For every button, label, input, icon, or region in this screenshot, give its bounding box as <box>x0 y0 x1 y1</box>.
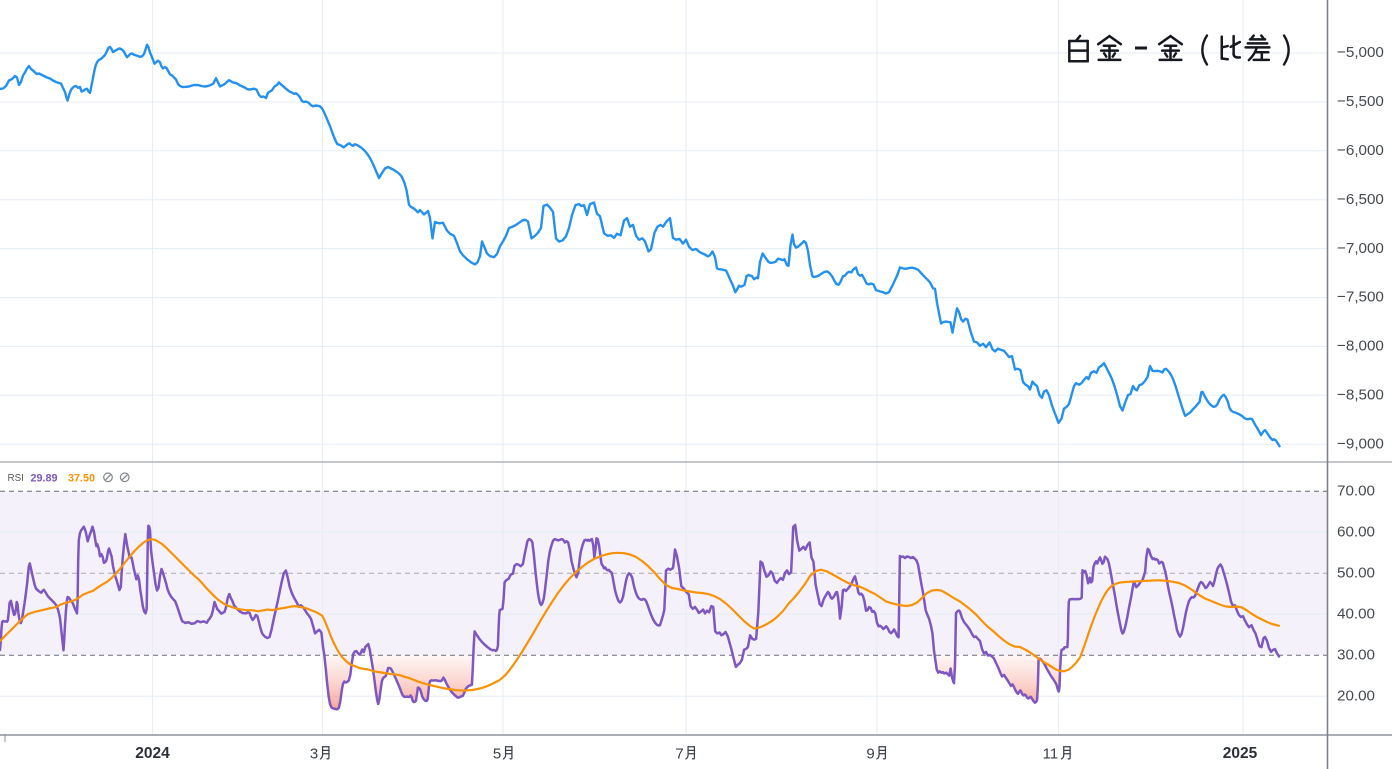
svg-text:11: 11 <box>1043 746 1059 763</box>
svg-text:29.89: 29.89 <box>31 473 58 485</box>
svg-text:−5,500: −5,500 <box>1337 93 1384 110</box>
svg-text:2025: 2025 <box>1223 745 1258 762</box>
svg-text:−7,500: −7,500 <box>1337 289 1384 306</box>
svg-text:3: 3 <box>310 746 318 763</box>
svg-text:RSI: RSI <box>8 473 24 484</box>
svg-text:9: 9 <box>866 746 874 763</box>
svg-text:−6,500: −6,500 <box>1337 191 1384 208</box>
svg-text:5: 5 <box>493 746 501 763</box>
svg-text:−5,000: −5,000 <box>1337 44 1384 61</box>
svg-text:70.00: 70.00 <box>1337 482 1375 499</box>
svg-text:−6,000: −6,000 <box>1337 142 1384 159</box>
svg-text:20.00: 20.00 <box>1337 687 1375 704</box>
svg-text:−9,000: −9,000 <box>1337 435 1384 452</box>
svg-text:60.00: 60.00 <box>1337 523 1375 540</box>
svg-text:37.50: 37.50 <box>68 473 95 485</box>
svg-text:2024: 2024 <box>135 745 170 762</box>
svg-text:50.00: 50.00 <box>1337 564 1375 581</box>
svg-text:40.00: 40.00 <box>1337 605 1375 622</box>
svg-text:−8,000: −8,000 <box>1337 338 1384 355</box>
svg-text:30.00: 30.00 <box>1337 646 1375 663</box>
svg-text:7: 7 <box>675 746 683 763</box>
svg-text:−7,000: −7,000 <box>1337 240 1384 257</box>
svg-text:−8,500: −8,500 <box>1337 387 1384 404</box>
